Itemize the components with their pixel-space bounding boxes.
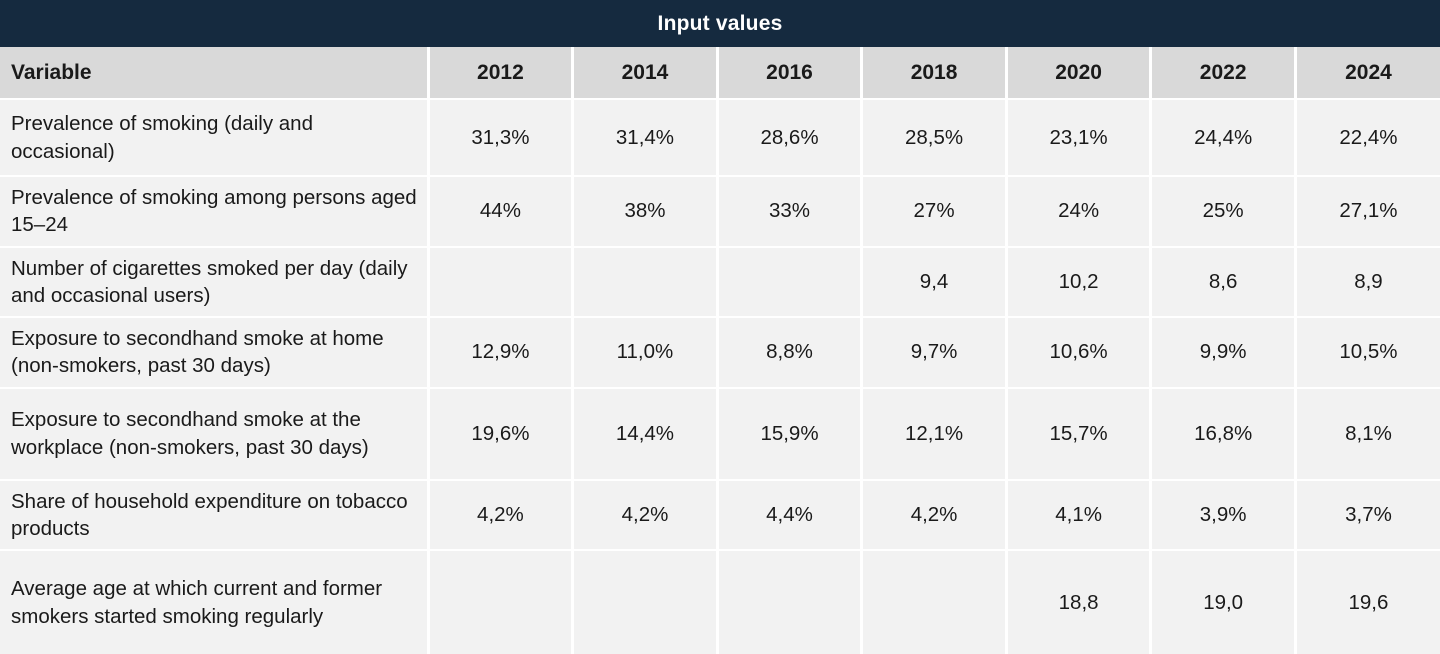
cell-value: 23,1% [1004,98,1151,176]
cell-value: 27% [860,175,1007,247]
cell-value: 44% [426,175,573,247]
cell-value: 4,4% [715,478,862,550]
cell-value: 24% [1004,175,1151,247]
table-row: Share of household expenditure on tobacc… [0,478,1440,550]
table-row: Exposure to secondhand smoke at home (no… [0,316,1440,388]
table-row: Prevalence of smoking (daily and occasio… [0,98,1440,176]
cell-value: 8,1% [1293,386,1440,480]
cell-value: 16,8% [1149,386,1296,480]
cell-value: 8,9 [1293,245,1440,317]
cell-value [571,245,718,317]
column-header-2014: 2014 [571,47,718,99]
cell-value: 31,4% [571,98,718,176]
cell-value: 4,2% [426,478,573,550]
cell-value: 19,6 [1293,549,1440,654]
cell-value: 19,6% [426,386,573,480]
cell-value: 9,4 [860,245,1007,317]
cell-value: 3,7% [1293,478,1440,550]
cell-value [715,549,862,654]
column-header-2012: 2012 [426,47,573,99]
column-header-2016: 2016 [715,47,862,99]
cell-value: 12,9% [426,316,573,388]
column-header-2024: 2024 [1293,47,1440,99]
table-title-bar: Input values [0,0,1440,47]
cell-value: 11,0% [571,316,718,388]
table-row: Prevalence of smoking among persons aged… [0,175,1440,247]
row-label: Prevalence of smoking among persons aged… [0,175,429,247]
cell-value: 28,5% [860,98,1007,176]
cell-value: 24,4% [1149,98,1296,176]
cell-value: 14,4% [571,386,718,480]
header-row: Variable 2012 2014 2016 2018 2020 2022 2… [0,47,1440,99]
cell-value: 9,7% [860,316,1007,388]
cell-value [571,549,718,654]
table-row: Exposure to secondhand smoke at the work… [0,386,1440,480]
table-row: Average age at which current and former … [0,549,1440,654]
cell-value [860,549,1007,654]
cell-value: 12,1% [860,386,1007,480]
cell-value: 38% [571,175,718,247]
cell-value: 4,2% [571,478,718,550]
cell-value: 8,8% [715,316,862,388]
cell-value: 8,6 [1149,245,1296,317]
cell-value: 15,7% [1004,386,1151,480]
cell-value: 4,1% [1004,478,1151,550]
cell-value: 4,2% [860,478,1007,550]
cell-value: 19,0 [1149,549,1296,654]
column-header-2018: 2018 [860,47,1007,99]
column-header-2020: 2020 [1004,47,1151,99]
column-header-variable: Variable [0,47,429,99]
column-header-2022: 2022 [1149,47,1296,99]
table-title: Input values [657,11,783,35]
row-label: Average age at which current and former … [0,549,429,654]
cell-value: 10,6% [1004,316,1151,388]
cell-value: 10,5% [1293,316,1440,388]
input-values-table: Variable 2012 2014 2016 2018 2020 2022 2… [0,47,1440,654]
cell-value: 18,8 [1004,549,1151,654]
cell-value: 27,1% [1293,175,1440,247]
table-row: Number of cigarettes smoked per day (dai… [0,245,1440,317]
cell-value: 9,9% [1149,316,1296,388]
cell-value: 10,2 [1004,245,1151,317]
cell-value: 31,3% [426,98,573,176]
row-label: Number of cigarettes smoked per day (dai… [0,245,429,317]
row-label: Share of household expenditure on tobacc… [0,478,429,550]
cell-value: 25% [1149,175,1296,247]
row-label: Exposure to secondhand smoke at home (no… [0,316,429,388]
row-label: Exposure to secondhand smoke at the work… [0,386,429,480]
cell-value [426,549,573,654]
cell-value: 3,9% [1149,478,1296,550]
cell-value [426,245,573,317]
cell-value: 15,9% [715,386,862,480]
cell-value: 33% [715,175,862,247]
cell-value: 28,6% [715,98,862,176]
row-label: Prevalence of smoking (daily and occasio… [0,98,429,176]
cell-value [715,245,862,317]
cell-value: 22,4% [1293,98,1440,176]
